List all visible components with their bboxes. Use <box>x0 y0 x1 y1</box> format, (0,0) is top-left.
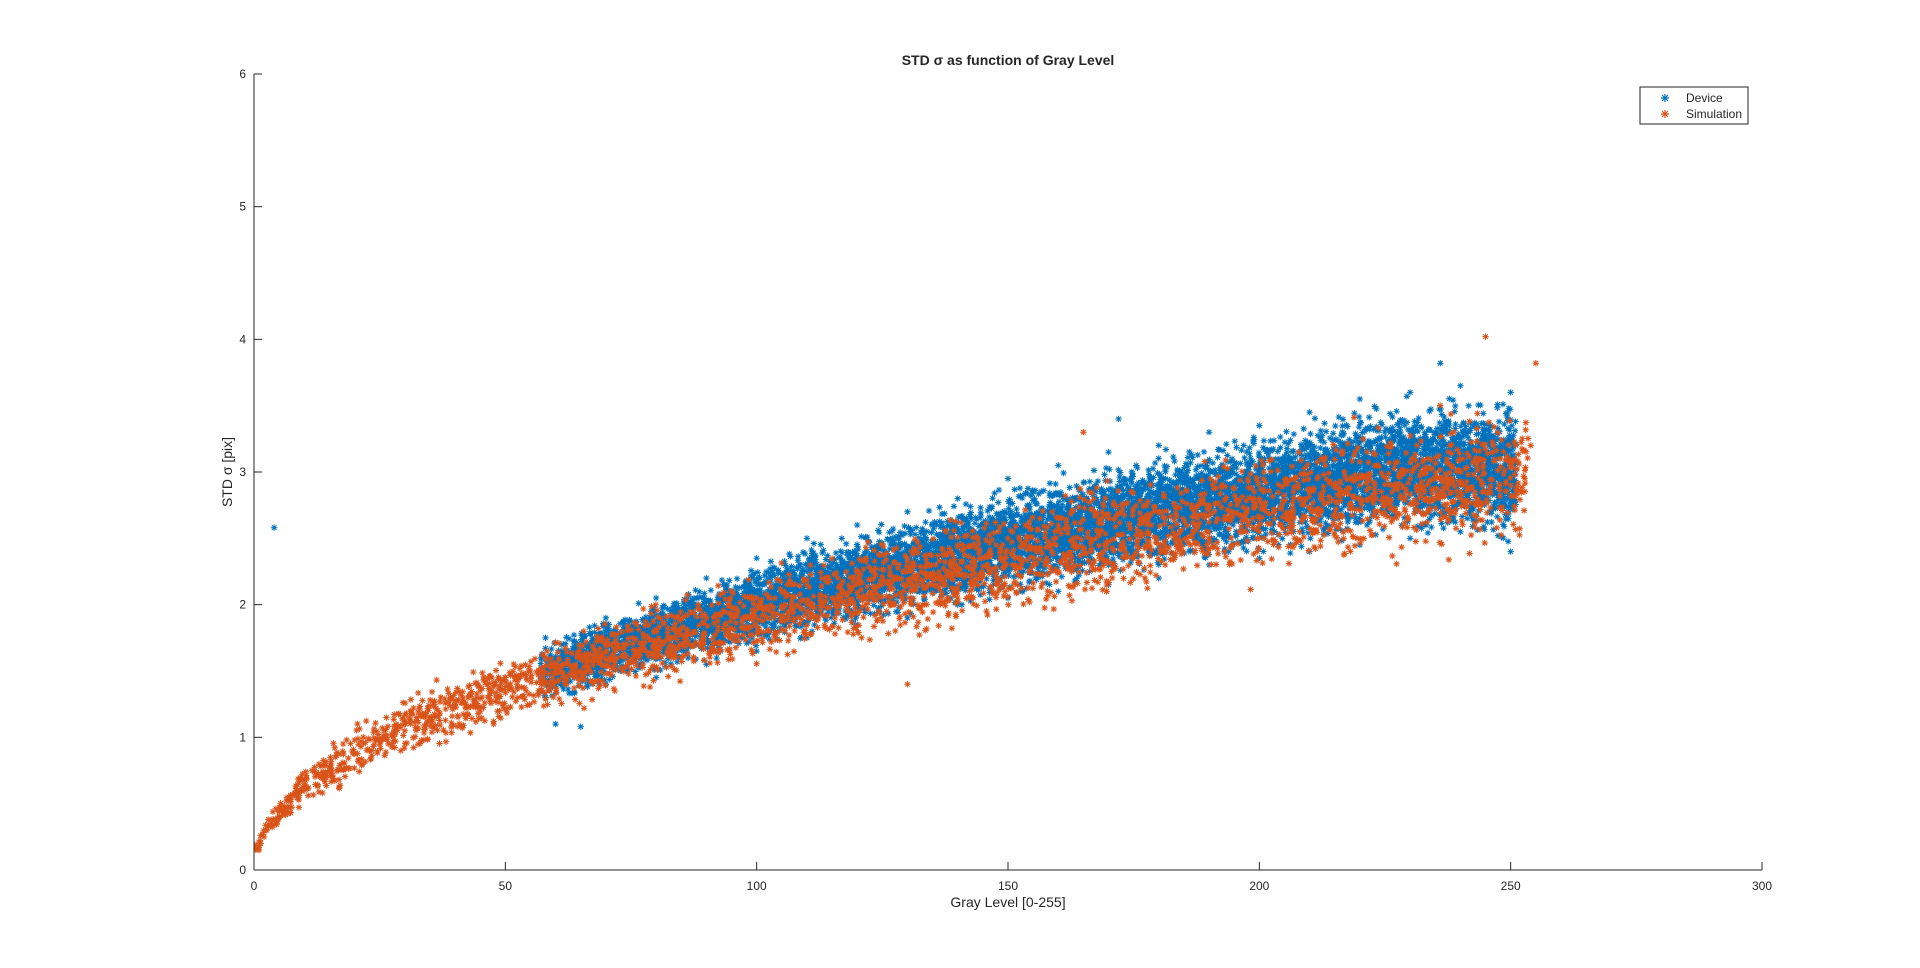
y-tick-label: 2 <box>239 598 246 612</box>
x-axis-label: Gray Level [0-255] <box>950 894 1065 910</box>
x-tick-label: 150 <box>998 879 1018 893</box>
legend-label-device: Device <box>1686 91 1723 105</box>
y-tick-label: 5 <box>239 200 246 214</box>
x-tick-label: 0 <box>251 879 258 893</box>
legend-simulation-marker <box>1661 110 1669 118</box>
legend-device-marker <box>1661 94 1669 102</box>
x-tick-label: 250 <box>1501 879 1521 893</box>
legend-label-simulation: Simulation <box>1686 107 1742 121</box>
y-tick-label: 6 <box>239 67 246 81</box>
y-tick-label: 3 <box>239 465 246 479</box>
y-tick-label: 4 <box>239 332 246 346</box>
axes: 0 50 100 150 200 250 300 0 1 2 3 4 5 6 <box>239 67 1772 893</box>
legend-marker-simulation <box>1661 110 1669 118</box>
x-tick-label: 100 <box>747 879 767 893</box>
series-device-points <box>270 360 1519 730</box>
x-tick-label: 50 <box>499 879 513 893</box>
y-tick-label: 1 <box>239 730 246 744</box>
y-tick-label: 0 <box>239 863 246 877</box>
x-tick-label: 300 <box>1752 879 1772 893</box>
legend-marker-device <box>1661 94 1669 102</box>
x-tick-label: 200 <box>1249 879 1269 893</box>
points-layer <box>254 333 1539 854</box>
y-axis-label: STD σ [pix] <box>219 437 235 507</box>
legend[interactable]: Device Simulation <box>1639 86 1749 125</box>
series-simulation-points <box>254 333 1539 854</box>
chart-title: STD σ as function of Gray Level <box>902 52 1115 68</box>
legend-box <box>1639 86 1749 125</box>
